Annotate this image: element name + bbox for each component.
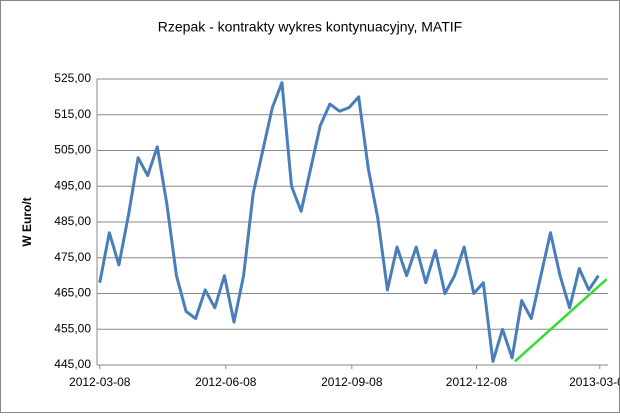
x-tick-label: 2013-03-08 [569,375,620,389]
y-tick-label: 445,00 [54,357,91,371]
y-tick-label: 495,00 [54,178,91,192]
x-tick-label: 2012-09-08 [321,375,383,389]
y-tick-label: 485,00 [54,214,91,228]
y-tick-label: 505,00 [54,143,91,157]
y-axis-label: W Euro/t [20,197,34,246]
x-tick-label: 2012-03-08 [69,375,131,389]
x-tick-label: 2012-12-08 [446,375,508,389]
chart-title: Rzepak - kontrakty wykres kontynuacyjny,… [158,19,462,35]
y-tick-label: 475,00 [54,250,91,264]
y-tick-label: 465,00 [54,286,91,300]
y-tick-label: 515,00 [54,107,91,121]
data-line [98,81,600,363]
y-tick-label: 525,00 [54,71,91,85]
x-tick-label: 2012-06-08 [195,375,257,389]
trend-line [514,278,608,363]
y-tick-label: 455,00 [54,321,91,335]
